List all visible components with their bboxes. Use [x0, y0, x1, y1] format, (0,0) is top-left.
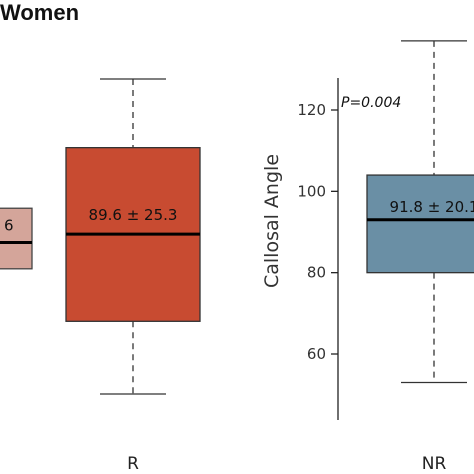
box-partial	[0, 207, 33, 270]
p-value-annotation: P=0.004	[341, 95, 401, 111]
right-panel: 60 80 100 120 Callosal Angle P=0.004 91.8 ±…	[261, 40, 474, 474]
x-tick-label-R: R	[127, 454, 139, 474]
y-tick-label: 120	[297, 101, 326, 119]
box-stat-label-partial: 6	[4, 217, 14, 235]
box-NR	[366, 174, 474, 274]
panel-title: Women	[0, 0, 79, 25]
y-tick-label: 80	[307, 264, 326, 282]
left-panel: 6 89.6 ± 25.3 R	[0, 78, 201, 474]
y-ticks: 60 80 100 120	[297, 101, 338, 363]
box-stat-label-NR: 91.8 ± 20.1	[390, 198, 474, 216]
y-tick-label: 100	[297, 182, 326, 200]
x-tick-label-NR: NR	[422, 454, 447, 474]
y-axis-title: Callosal Angle	[261, 154, 283, 288]
y-tick-label: 60	[307, 345, 326, 363]
box-stat-label-R: 89.6 ± 25.3	[89, 206, 178, 224]
